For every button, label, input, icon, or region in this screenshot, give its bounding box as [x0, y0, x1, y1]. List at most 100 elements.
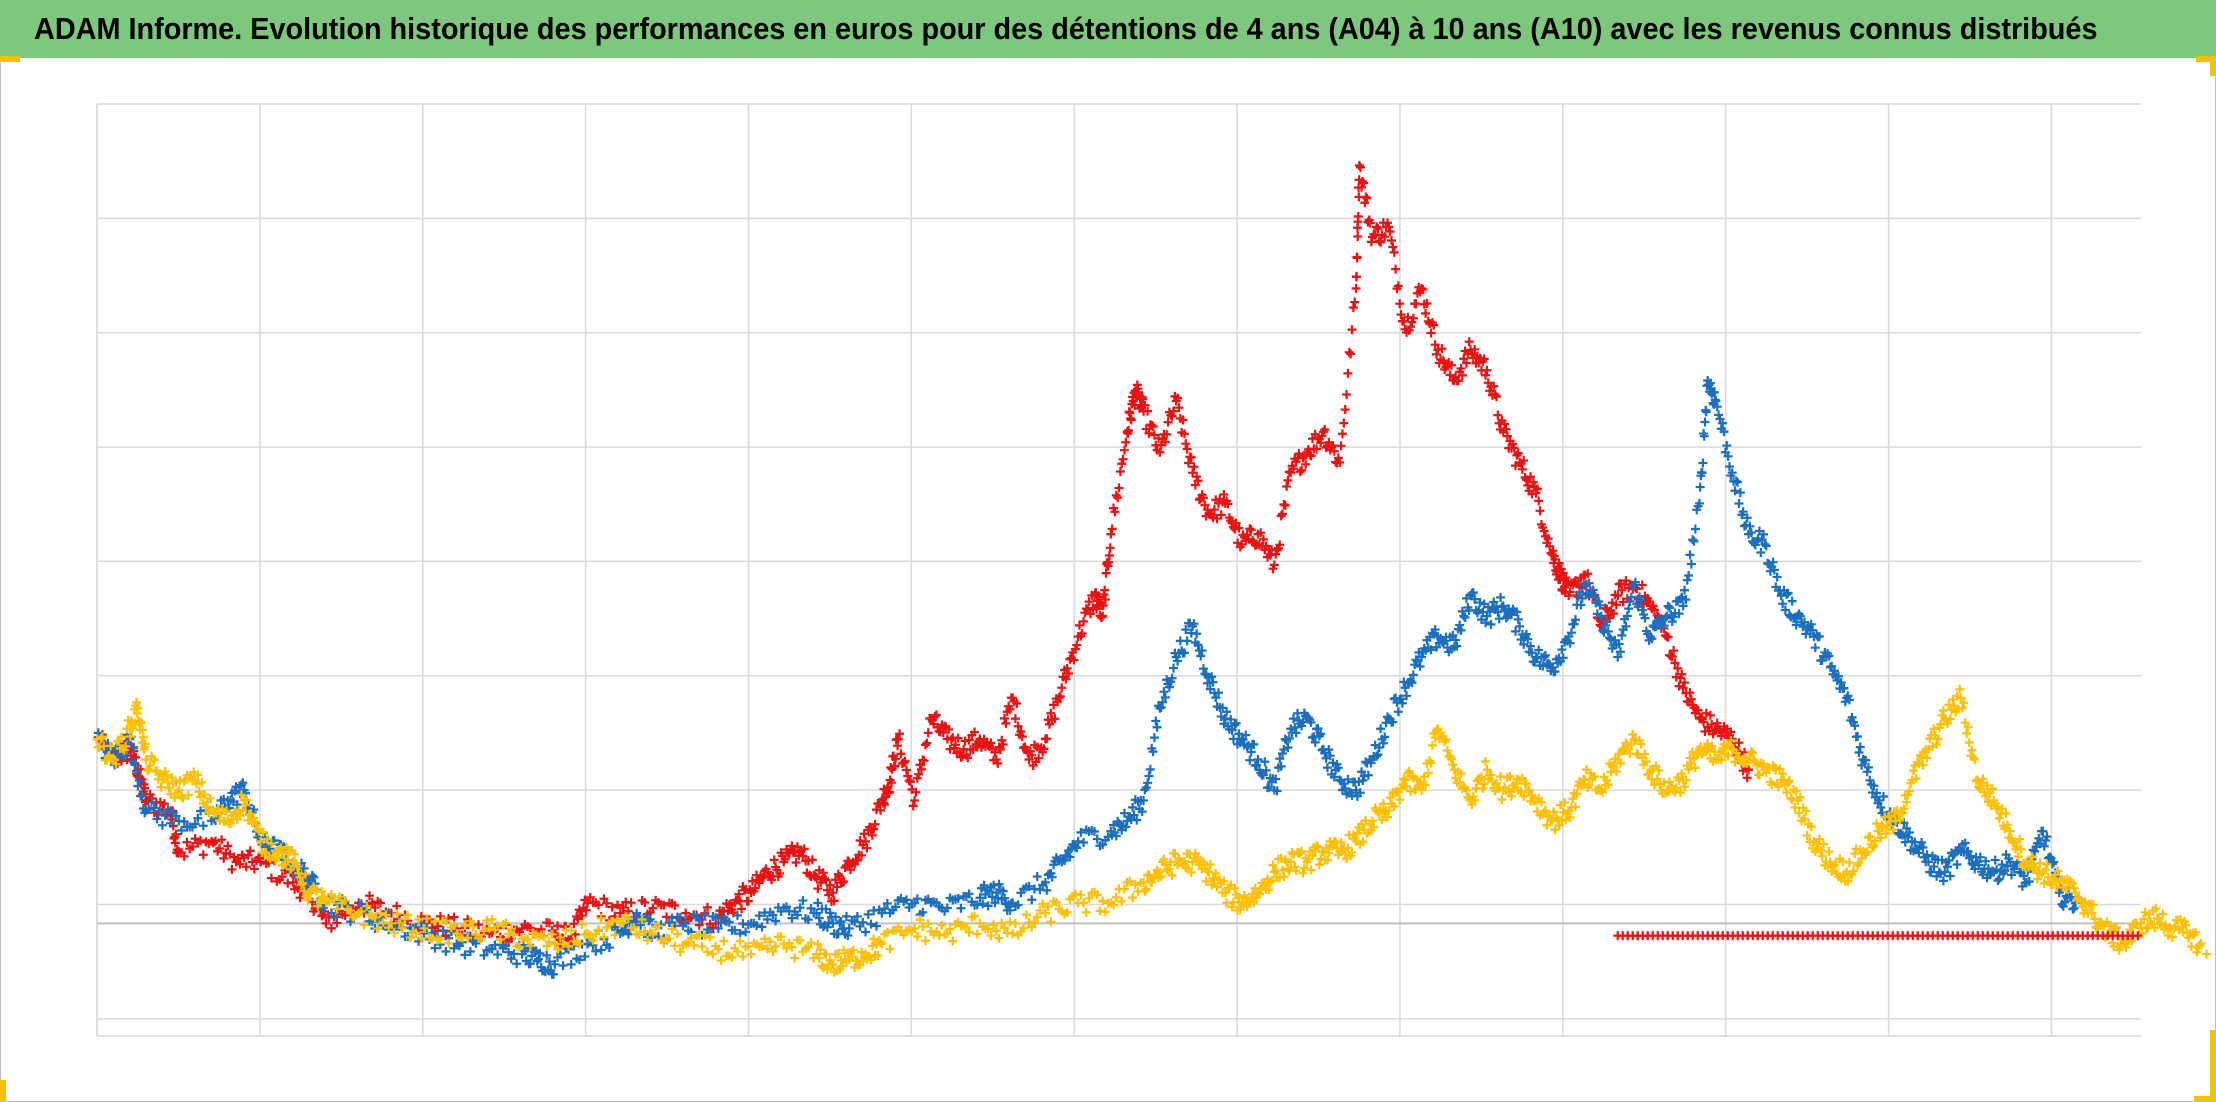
data-point: [326, 889, 336, 899]
data-point: [1760, 539, 1770, 549]
data-point: [2184, 933, 2194, 943]
data-point: [900, 756, 910, 766]
data-point: [667, 924, 677, 934]
data-point: [1929, 724, 1939, 734]
data-point: [1308, 851, 1317, 861]
data-point: [901, 765, 911, 775]
data-point: [769, 855, 779, 865]
data-point: [877, 908, 887, 918]
data-point: [1271, 549, 1281, 559]
data-point: [1677, 669, 1687, 679]
data-point: [1355, 788, 1365, 798]
data-point: [1395, 795, 1405, 805]
data-point: [1396, 784, 1406, 794]
data-point: [607, 917, 617, 927]
data-point: [916, 764, 926, 774]
data-point: [1541, 650, 1551, 660]
data-point: [623, 929, 633, 939]
data-point: [1265, 877, 1275, 887]
data-point: [1430, 625, 1440, 635]
data-point: [1042, 885, 1052, 895]
data-point: [1417, 785, 1427, 795]
data-point: [1196, 651, 1206, 661]
data-point: [1310, 737, 1320, 747]
data-point: [1032, 912, 1042, 922]
data-point: [1588, 585, 1598, 595]
data-point: [1446, 360, 1456, 370]
data-point: [942, 903, 952, 913]
data-point: [787, 942, 797, 952]
data-point: [144, 804, 154, 814]
data-point: [1554, 820, 1564, 830]
data-point: [1320, 425, 1330, 435]
data-point: [2030, 846, 2040, 856]
data-point: [1283, 742, 1293, 752]
data-point: [1216, 510, 1226, 520]
data-point: [1878, 792, 1888, 802]
data-point: [1129, 810, 1139, 820]
data-point: [1496, 592, 1506, 602]
data-point: [117, 732, 127, 742]
data-point: [738, 951, 748, 961]
data-point: [460, 950, 470, 960]
data-point: [743, 896, 753, 906]
data-point: [1355, 162, 1365, 172]
data-point: [1352, 253, 1362, 263]
data-point: [1654, 765, 1664, 775]
data-point: [1470, 594, 1480, 604]
data-point: [1481, 370, 1491, 380]
data-point: [1072, 843, 1082, 853]
data-point: [1329, 446, 1339, 456]
data-point: [2007, 870, 2017, 880]
data-point: [1602, 617, 1612, 627]
data-point: [1607, 761, 1617, 771]
data-point: [1148, 747, 1158, 757]
data-point: [1456, 625, 1466, 635]
data-point: [121, 741, 131, 751]
data-point: [1430, 340, 1440, 350]
data-point: [1513, 448, 1523, 458]
data-point: [1943, 862, 1952, 872]
data-point: [1378, 738, 1388, 748]
data-point: [1084, 893, 1094, 903]
data-point: [1908, 765, 1918, 775]
data-point: [1724, 462, 1734, 472]
data-point: [1423, 768, 1433, 778]
data-point: [157, 820, 167, 830]
data-point: [1952, 859, 1962, 869]
data-point: [2181, 920, 2191, 930]
data-point: [757, 873, 767, 883]
data-point: [1757, 535, 1767, 545]
data-point: [1391, 264, 1401, 274]
data-point: [1208, 677, 1218, 687]
data-point: [1085, 609, 1095, 619]
data-point: [839, 876, 849, 886]
data-point: [964, 889, 974, 899]
data-point: [1681, 775, 1691, 785]
data-point: [1143, 778, 1153, 788]
data-point: [702, 947, 712, 957]
data-point: [159, 799, 169, 809]
data-point: [441, 947, 451, 957]
data-point: [1491, 392, 1501, 402]
data-point: [811, 908, 821, 918]
data-point: [1027, 750, 1037, 760]
data-point: [990, 898, 1000, 908]
data-point: [735, 929, 745, 939]
data-point: [474, 920, 484, 930]
data-point: [1733, 477, 1743, 487]
data-point: [200, 790, 210, 800]
data-point: [705, 932, 715, 942]
data-point: [1427, 740, 1437, 750]
data-point: [734, 889, 744, 899]
data-point: [1640, 749, 1650, 759]
data-point: [1978, 774, 1988, 784]
data-point: [2015, 834, 2025, 844]
data-point: [1365, 218, 1375, 228]
data-point: [231, 782, 241, 792]
data-point: [1242, 742, 1252, 752]
data-point: [1863, 832, 1873, 842]
data-point: [548, 969, 558, 979]
data-point: [1039, 744, 1049, 754]
data-point: [392, 901, 402, 911]
